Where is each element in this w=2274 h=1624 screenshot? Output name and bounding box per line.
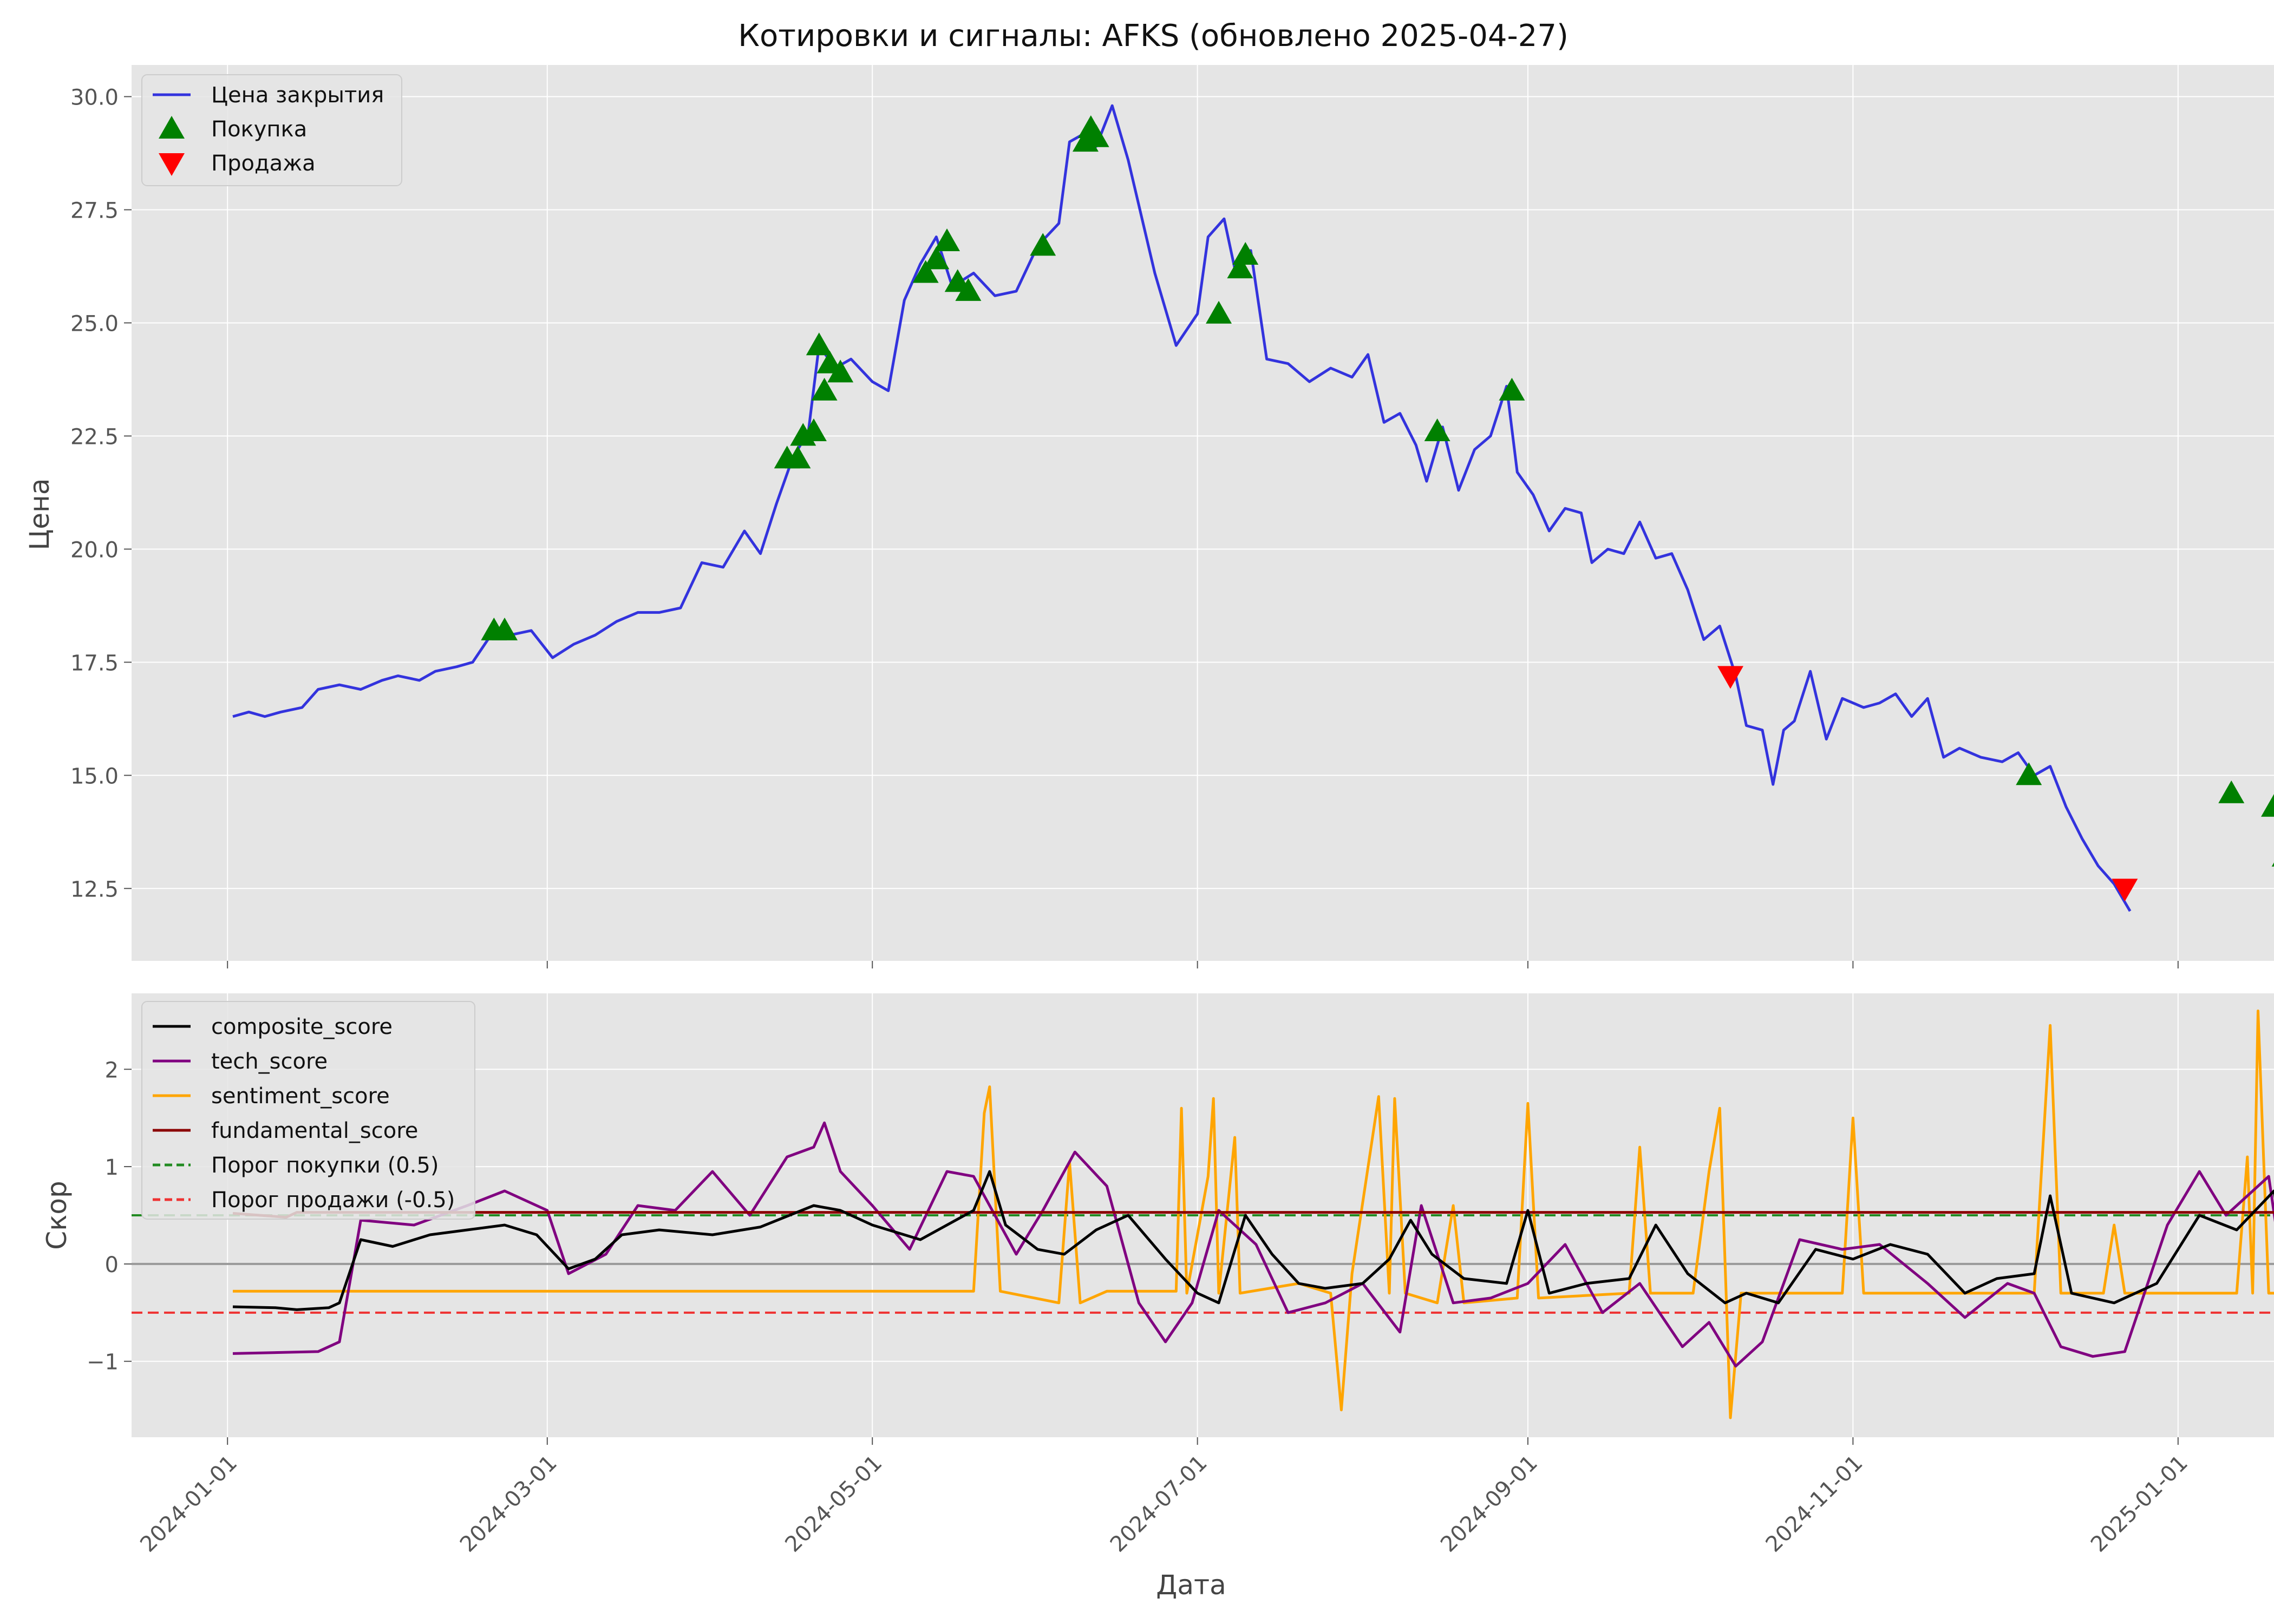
buy-signal-marker [2016, 762, 2042, 785]
price-plot-area [132, 65, 2274, 961]
buy-signal-marker [1030, 233, 1056, 256]
tech-score-line [232, 1121, 2274, 1368]
score-legend-label: Порог покупки (0.5) [211, 1153, 439, 1178]
buy-signal-marker [2218, 780, 2245, 803]
buy-signal-marker [785, 446, 811, 469]
legend-swatch-sell [159, 153, 185, 176]
buy-signal-marker [1499, 377, 1525, 401]
price-y-tick-label: 22.5 [70, 424, 119, 449]
buy-signal-marker [955, 278, 982, 301]
buy-signal-marker [923, 246, 950, 270]
price-legend-label: Цена закрытия [211, 83, 384, 108]
buy-signal-marker [806, 332, 832, 356]
score-y-tick-label: 0 [105, 1253, 119, 1278]
price-legend-label: Продажа [211, 151, 316, 176]
score-x-axis-label: Дата [1156, 1569, 1226, 1601]
price-grid [132, 65, 2274, 961]
buy-signal-marker [912, 260, 939, 283]
buy-signal-marker [2271, 862, 2274, 867]
buy-signal-marker [1206, 300, 1232, 324]
price-y-tick-label: 25.0 [70, 311, 119, 336]
price-panel: 12.5 15.0 17.5 20.0 22.5 25.0 27.5 30.0 Цена Це… [24, 65, 2274, 968]
score-legend-label: Порог продажи (-0.5) [211, 1188, 455, 1213]
sentiment-score-line [233, 1009, 2274, 1419]
score-legend-label: fundamental_score [211, 1118, 418, 1143]
buy-signal-marker [811, 377, 838, 401]
score-legend: composite_score tech_score sentiment_score… [141, 1001, 475, 1220]
price-y-tick-label: 20.0 [70, 538, 119, 562]
price-y-tick-label: 27.5 [70, 198, 119, 223]
price-y-tick-label: 17.5 [70, 651, 119, 676]
buy-signal-marker [827, 359, 854, 383]
legend-swatch-buy [159, 116, 185, 139]
buy-signal-marker [1227, 256, 1253, 279]
sell-signal-marker [2112, 879, 2138, 902]
score-y-tick-label: 1 [105, 1155, 119, 1180]
score-legend-label: tech_score [211, 1049, 328, 1074]
price-x-tick-marks [227, 961, 2179, 968]
price-y-tick-label: 12.5 [70, 877, 119, 902]
price-legend-label: Покупка [211, 117, 307, 142]
buy-signal-marker [1424, 418, 1450, 442]
score-legend-label: composite_score [211, 1014, 393, 1039]
score-y-tick-label: 2 [105, 1058, 119, 1083]
score-y-tick-label: −1 [87, 1350, 119, 1375]
price-legend-box [141, 74, 402, 186]
buy-signal-marker [934, 228, 960, 251]
price-legend: Цена закрытия Покупка Продажа [141, 74, 402, 186]
score-y-axis-label: Скор [41, 1181, 73, 1249]
buy-signal-marker [1232, 242, 1259, 265]
score-y-ticks: −1 0 1 2 [87, 1058, 132, 1375]
buy-signal-marker [1083, 124, 1109, 147]
signal-markers [481, 115, 2274, 902]
score-legend-label: sentiment_score [211, 1084, 390, 1109]
composite-score-line [232, 1170, 2274, 1311]
buy-signal-marker [800, 418, 827, 442]
score-plot-area [132, 993, 2274, 1437]
score-legend-box [141, 1001, 475, 1220]
chart-title: Котировки и сигналы: AFKS (обновлено 202… [738, 18, 1569, 54]
price-y-ticks: 12.5 15.0 17.5 20.0 22.5 25.0 27.5 30.0 [70, 86, 132, 902]
price-y-axis-label: Цена [24, 479, 55, 551]
price-y-tick-label: 30.0 [70, 86, 119, 110]
buy-signal-marker [492, 617, 518, 640]
price-y-tick-label: 15.0 [70, 764, 119, 789]
sell-signal-marker [1717, 666, 1743, 689]
buy-signal-marker [2261, 794, 2274, 817]
